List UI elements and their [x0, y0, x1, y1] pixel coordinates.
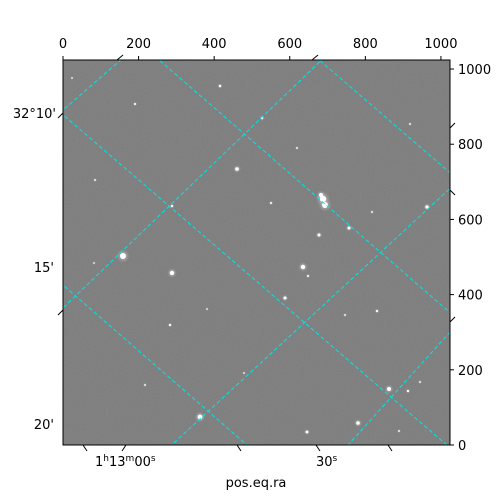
- star: [206, 308, 208, 310]
- star: [371, 211, 373, 213]
- star: [218, 84, 222, 88]
- grid-line: [63, 114, 448, 445]
- plot-frame: [62, 59, 451, 446]
- x-tick-label: 400: [202, 37, 227, 52]
- world-tick-marks: [57, 54, 456, 452]
- star: [409, 123, 411, 125]
- right-pixel-axis: 0 200 400 600 800 1000: [450, 63, 491, 454]
- dec-label-15: 15': [34, 261, 54, 276]
- y-tick-label: 200: [458, 364, 483, 379]
- dec-label-20: 20': [34, 418, 54, 433]
- x-tick-label: 0: [59, 37, 67, 52]
- star: [356, 421, 360, 425]
- star: [419, 381, 421, 383]
- star: [71, 77, 73, 79]
- star: [169, 270, 175, 276]
- star: [425, 205, 429, 209]
- grid-line: [63, 60, 323, 309]
- y-tick-label: 400: [458, 289, 483, 304]
- ra-label-13m00s: 1h13m00s: [95, 454, 156, 470]
- grid-line: [318, 60, 450, 174]
- grid-line: [63, 60, 122, 111]
- grid-line: [158, 60, 450, 314]
- y-tick-label: 800: [458, 138, 483, 153]
- x-tick-label: 1000: [424, 37, 457, 52]
- coordinate-grid: [63, 60, 450, 445]
- ra-label-30s: 30s: [316, 454, 338, 470]
- star: [296, 147, 298, 149]
- x-tick-label: 800: [353, 37, 378, 52]
- y-tick-label: 600: [458, 213, 483, 228]
- star: [398, 430, 400, 432]
- grid-line: [63, 284, 248, 445]
- star: [93, 262, 95, 264]
- star: [375, 309, 379, 313]
- grid-line: [347, 331, 450, 445]
- star: [144, 384, 146, 386]
- star: [243, 372, 245, 374]
- star: [344, 314, 346, 316]
- star: [300, 264, 306, 270]
- stars-layer: [70, 76, 431, 436]
- star: [347, 226, 351, 230]
- star: [283, 296, 287, 300]
- top-pixel-axis: 0 200 400 600 800 1000: [59, 37, 457, 60]
- star: [197, 414, 203, 420]
- star: [406, 389, 410, 393]
- star: [319, 193, 323, 197]
- x-axis-title: pos.eq.ra: [226, 476, 287, 491]
- star: [305, 430, 309, 434]
- star: [270, 202, 272, 204]
- star: [170, 204, 174, 208]
- grid-line: [170, 187, 450, 445]
- x-tick-label: 200: [126, 37, 151, 52]
- dec-label-10: 32°10': [13, 107, 56, 122]
- star: [235, 167, 239, 171]
- star: [120, 253, 126, 259]
- sky-image: [63, 60, 450, 445]
- y-tick-label: 1000: [458, 63, 491, 78]
- star: [387, 387, 391, 391]
- star: [168, 323, 172, 327]
- star: [307, 275, 309, 277]
- star: [317, 233, 321, 237]
- star: [94, 179, 96, 181]
- y-tick-label: 0: [458, 439, 466, 454]
- x-tick-label: 600: [277, 37, 302, 52]
- star: [134, 103, 136, 105]
- star: [322, 202, 328, 208]
